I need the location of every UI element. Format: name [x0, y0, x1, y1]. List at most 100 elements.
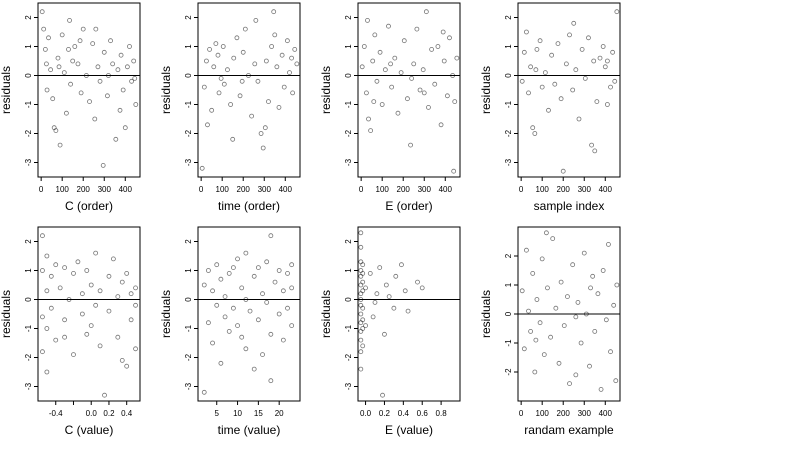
- data-point: [279, 52, 285, 58]
- data-point: [438, 122, 444, 128]
- y-tick-label: 2: [24, 239, 33, 244]
- x-tick-label: 0: [199, 185, 204, 194]
- data-point: [226, 270, 232, 276]
- y-tick-label: -1: [24, 324, 33, 332]
- data-point: [225, 67, 230, 73]
- data-point: [268, 331, 274, 337]
- y-tick-label: 1: [24, 268, 33, 273]
- data-point: [63, 110, 69, 116]
- data-point: [274, 64, 280, 70]
- data-point: [284, 38, 290, 44]
- data-point: [587, 363, 592, 369]
- x-tick-label: 300: [98, 185, 112, 194]
- data-point: [600, 268, 606, 273]
- x-tick-label: 100: [56, 185, 70, 194]
- data-point: [215, 52, 221, 58]
- data-point: [360, 279, 366, 285]
- data-point: [211, 64, 217, 70]
- data-point: [405, 96, 410, 102]
- data-point: [44, 326, 50, 331]
- y-tick-label: 1: [504, 282, 513, 287]
- y-tick-label: 0: [344, 297, 353, 302]
- data-point: [230, 136, 236, 142]
- y-tick-label: -1: [344, 324, 353, 332]
- data-point: [124, 363, 130, 369]
- data-point: [201, 282, 207, 288]
- y-tick-label: 2: [24, 15, 33, 20]
- data-point: [553, 305, 559, 311]
- y-tick-label: 1: [184, 44, 193, 49]
- x-tick-label: 300: [418, 185, 432, 194]
- x-axis-label: E (order): [385, 199, 432, 213]
- data-point: [213, 41, 219, 46]
- x-tick-label: 400: [599, 409, 613, 418]
- x-tick-label: 0.0: [360, 409, 372, 418]
- data-point: [372, 299, 378, 305]
- data-point: [255, 265, 261, 271]
- data-point: [57, 285, 63, 291]
- x-tick-label: 20: [275, 409, 284, 418]
- y-axis-label: residuals: [479, 66, 493, 114]
- data-point: [392, 55, 398, 61]
- y-tick-label: -1: [184, 100, 193, 108]
- data-point: [289, 323, 295, 329]
- x-axis-label: time (value): [218, 423, 281, 437]
- data-point: [221, 81, 227, 87]
- data-point: [78, 90, 84, 96]
- data-point: [40, 314, 45, 320]
- data-point: [389, 84, 395, 90]
- data-point: [42, 47, 48, 52]
- data-point: [558, 96, 564, 102]
- x-tick-label: 400: [599, 185, 613, 194]
- x-axis-label: sample index: [534, 199, 605, 213]
- data-point: [586, 35, 591, 41]
- data-point: [370, 314, 376, 320]
- data-point: [90, 41, 96, 46]
- data-point: [92, 116, 98, 122]
- data-point: [40, 349, 45, 355]
- data-point: [289, 262, 295, 268]
- data-point: [93, 302, 99, 308]
- plot-panel-random-example: 0 100 200 300 400 -2 -1 0 1 2 randam example residu…: [479, 226, 621, 437]
- data-point: [361, 44, 367, 49]
- plot-frame: [357, 226, 461, 402]
- data-point: [358, 268, 364, 273]
- x-tick-label: 100: [536, 185, 550, 194]
- data-point: [358, 337, 364, 343]
- x-axis-label: E (value): [385, 423, 433, 437]
- data-point: [133, 346, 138, 352]
- data-point: [75, 259, 81, 265]
- x-tick-label: 0: [519, 409, 524, 418]
- data-point: [393, 273, 399, 279]
- data-point: [110, 61, 116, 67]
- data-point: [115, 294, 121, 300]
- data-point: [360, 343, 366, 349]
- data-point: [561, 323, 567, 329]
- data-point: [235, 323, 240, 329]
- data-point: [44, 369, 50, 375]
- y-tick-label: -3: [184, 382, 193, 390]
- data-point: [239, 285, 245, 291]
- data-point: [80, 26, 86, 32]
- data-point: [210, 340, 215, 346]
- data-point: [556, 360, 562, 366]
- x-tick-label: 300: [578, 409, 592, 418]
- y-tick-label: -3: [504, 158, 513, 166]
- data-point: [124, 270, 130, 276]
- data-point: [68, 81, 73, 87]
- data-point: [567, 32, 572, 38]
- data-point: [613, 378, 619, 384]
- data-point: [260, 145, 266, 151]
- y-tick-label: -1: [184, 324, 193, 332]
- data-point: [106, 273, 112, 279]
- data-point: [88, 282, 94, 288]
- data-point: [519, 78, 525, 84]
- data-point: [243, 297, 249, 302]
- data-point: [71, 352, 76, 358]
- data-point: [218, 360, 224, 366]
- data-point: [251, 273, 257, 279]
- y-tick-label: 2: [504, 15, 513, 20]
- data-point: [435, 44, 441, 49]
- data-point: [582, 76, 588, 81]
- data-point: [360, 262, 366, 268]
